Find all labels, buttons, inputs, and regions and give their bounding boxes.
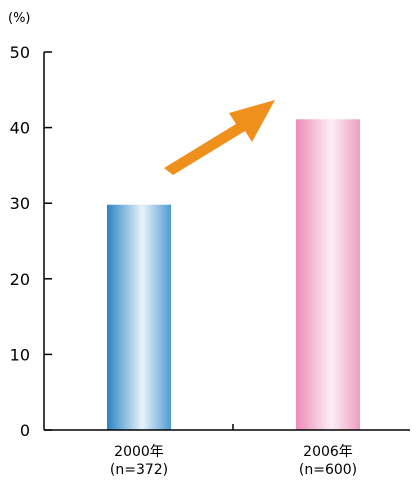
x-category-sample-size: (n=600) [299, 462, 357, 478]
bars-group [107, 119, 360, 430]
y-tick-label: 10 [10, 345, 30, 364]
x-category-label: 2006年 [303, 444, 353, 460]
y-axis-ticks: 0 10 20 30 40 50 [10, 43, 52, 440]
bar-1 [107, 204, 171, 430]
x-axis-labels: 2000年 (n=372) 2006年 (n=600) [110, 444, 357, 478]
trend-arrow-icon [164, 100, 275, 175]
y-tick-label: 50 [10, 43, 30, 62]
bar-2 [296, 119, 360, 430]
x-category-sample-size: (n=372) [110, 462, 168, 478]
y-tick-label: 20 [10, 270, 30, 289]
y-tick-label: 30 [10, 194, 30, 213]
y-tick-label: 40 [10, 119, 30, 138]
x-category-label: 2000年 [114, 444, 164, 460]
y-unit-label: (%) [8, 11, 31, 26]
y-tick-label: 0 [20, 421, 30, 440]
